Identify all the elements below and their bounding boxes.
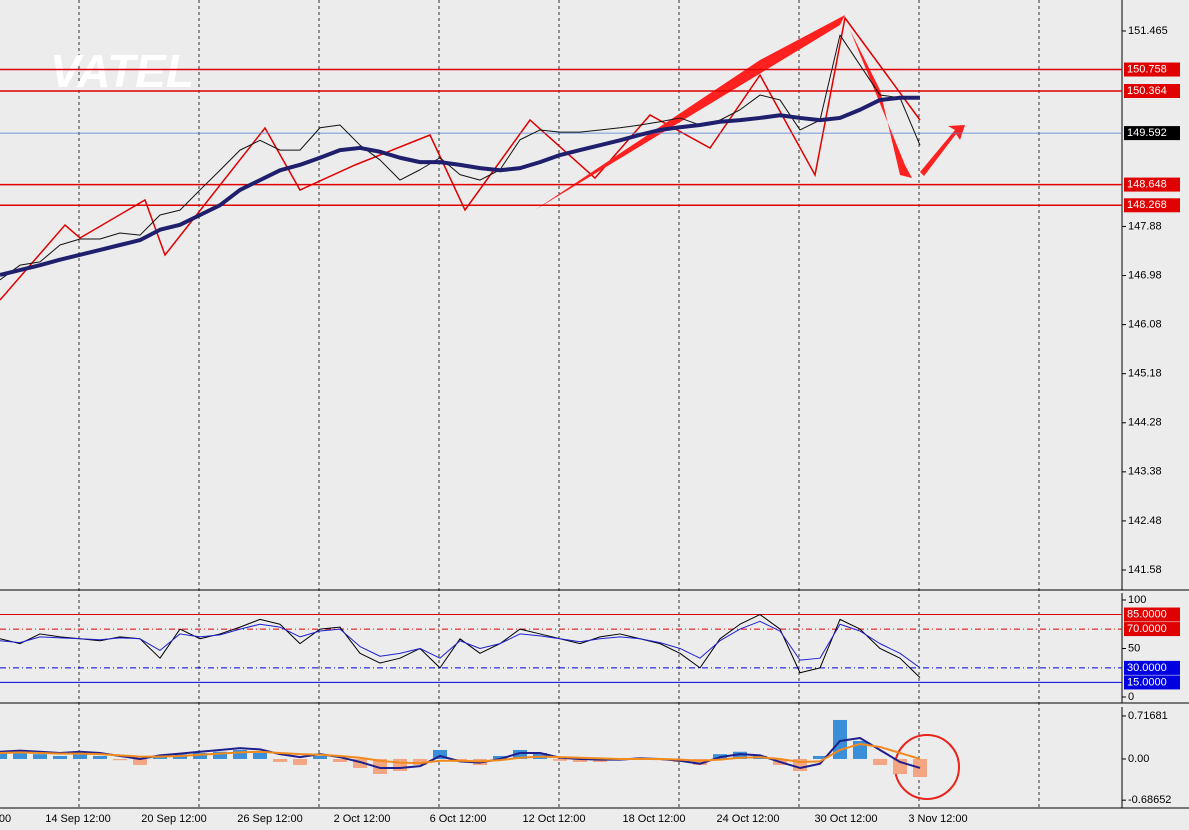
histogram-bar (733, 751, 747, 759)
histogram-bar (213, 751, 227, 759)
y-tick-label: 142.48 (1128, 515, 1162, 527)
y-tick-label: 146.98 (1128, 269, 1162, 281)
level-label: 150.758 (1127, 63, 1167, 75)
histogram-bar (513, 749, 527, 759)
histogram-bar (313, 755, 327, 759)
histogram-bar (73, 752, 87, 759)
histogram-bar (353, 758, 367, 768)
y-tick-label: 144.28 (1128, 417, 1162, 429)
histogram-bar (693, 758, 707, 765)
level-label-box (1124, 84, 1180, 99)
y-tick-label: 146.08 (1128, 319, 1162, 331)
x-tick-label: 24 Oct 12:00 (717, 813, 780, 825)
histogram-bar (133, 758, 147, 765)
x-tick-label: 20 Sep 12:00 (141, 813, 206, 825)
level-label: 15.0000 (1127, 676, 1167, 688)
level-label: 150.364 (1127, 85, 1167, 97)
histogram-bar (433, 749, 447, 759)
x-tick-label: 18 Oct 12:00 (623, 813, 686, 825)
level-label-box (1124, 675, 1180, 690)
x-tick-label: 12 Oct 12:00 (523, 813, 586, 825)
histogram-bar (33, 754, 47, 759)
level-label: 149.592 (1127, 127, 1167, 139)
watermark: VATEL (50, 45, 194, 97)
x-tick-label: 3 Nov 12:00 (908, 813, 967, 825)
histogram-bar (413, 758, 427, 765)
y-tick-label: 0.00 (1128, 753, 1149, 765)
histogram-bar (873, 758, 887, 765)
histogram-bar (373, 758, 387, 774)
y-tick-label: 50 (1128, 642, 1140, 654)
level-label: 30.0000 (1127, 662, 1167, 674)
y-tick-label: -0.68652 (1128, 794, 1171, 806)
y-tick-label: 151.465 (1128, 25, 1168, 37)
level-label-box (1124, 177, 1180, 192)
y-tick-label: 0.71681 (1128, 710, 1168, 722)
level-label-box (1124, 198, 1180, 213)
y-tick-label: 0 (1128, 691, 1134, 703)
series-line (0, 95, 920, 277)
y-tick-label: 145.18 (1128, 368, 1162, 380)
histogram-bar (193, 752, 207, 759)
series-line (0, 742, 921, 765)
level-label-box (1124, 126, 1180, 141)
histogram-bar (273, 758, 287, 762)
level-label: 70.0000 (1127, 623, 1167, 635)
x-tick-label: 30 Oct 12:00 (815, 813, 878, 825)
level-label-box (1124, 62, 1180, 77)
x-tick-label: 14 Sep 12:00 (45, 813, 110, 825)
histogram-bar (573, 758, 587, 762)
series-line (0, 34, 921, 281)
x-tick-label: 6 Oct 12:00 (430, 813, 487, 825)
level-label: 148.648 (1127, 178, 1167, 190)
histogram-bar (333, 758, 347, 762)
histogram-bar (493, 755, 507, 759)
y-tick-label: 147.88 (1128, 220, 1162, 232)
histogram-bar (293, 758, 307, 765)
series-line (0, 620, 921, 669)
histogram-bar (813, 755, 827, 759)
histogram-bar (113, 758, 127, 761)
x-tick-label: 00 (0, 813, 11, 825)
level-label-box (1124, 660, 1180, 675)
level-label: 85.0000 (1127, 608, 1167, 620)
level-label: 148.268 (1127, 199, 1167, 211)
x-tick-label: 26 Sep 12:00 (237, 813, 302, 825)
histogram-bar (233, 749, 247, 759)
y-tick-label: 141.58 (1128, 564, 1162, 576)
level-label-box (1124, 607, 1180, 622)
histogram-bar (553, 758, 567, 761)
time-grid (78, 0, 1040, 808)
y-tick-label: 143.38 (1128, 466, 1162, 478)
histogram-bar (0, 752, 7, 759)
histogram-bar (253, 752, 267, 759)
histogram-bar (53, 755, 67, 759)
level-label-box (1124, 622, 1180, 637)
histogram-bar (393, 758, 407, 771)
histogram-bar (93, 755, 107, 759)
y-tick-label: 100 (1128, 594, 1146, 606)
series-line (0, 614, 921, 678)
x-tick-label: 2 Oct 12:00 (334, 813, 391, 825)
histogram-bar (13, 751, 27, 759)
